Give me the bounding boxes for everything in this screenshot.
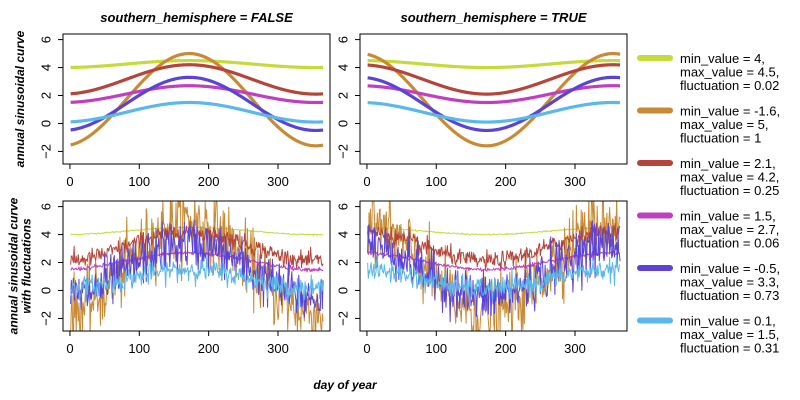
legend-label-3-line-1: max_value = 2.7,: [680, 222, 779, 237]
series-line-0-panel-0-1: [366, 58, 621, 70]
y-axis-title-1-line-0: annual sinusoidal curve: [7, 197, 21, 334]
series-line-5-panel-0-0: [69, 100, 324, 124]
series-line-2-panel-0-1: [366, 63, 621, 96]
legend-label-2-line-2: fluctuation = 0.25: [680, 183, 779, 198]
legend-label-2-line-0: min_value = 2.1,: [680, 156, 776, 171]
x-tick-label-200-panel-1-1: 200: [495, 341, 517, 356]
x-tick-label-200-panel-1-0: 200: [198, 341, 220, 356]
legend-label-5-line-0: min_value = 0.1,: [680, 314, 776, 329]
y-tick-label--2-panel-0-1: −2: [336, 144, 351, 159]
y-tick-label-0-panel-0-1: 0: [336, 120, 351, 127]
y-axis-title-0-line-0: annual sinusoidal curve: [13, 30, 27, 167]
x-axis-title: day of year: [313, 378, 378, 392]
y-tick-label-6-panel-1-1: 6: [336, 203, 351, 210]
legend-label-3-line-0: min_value = 1.5,: [680, 209, 776, 224]
x-tick-label-200-panel-0-1: 200: [495, 174, 517, 189]
x-tick-label-300-panel-1-1: 300: [564, 341, 586, 356]
y-tick-label--2-panel-1-0: −2: [39, 311, 54, 326]
series-line-3-panel-1-0: [70, 250, 324, 273]
legend-label-0-line-0: min_value = 4,: [680, 51, 765, 66]
y-tick-label-0-panel-1-1: 0: [336, 287, 351, 294]
x-tick-label-0-panel-1-0: 0: [66, 341, 73, 356]
legend-label-3-line-2: fluctuation = 0.06: [680, 236, 779, 251]
y-tick-label-0-panel-1-0: 0: [39, 287, 54, 294]
series-line-1-panel-1-1: [367, 201, 621, 331]
y-tick-label-4-panel-0-1: 4: [336, 64, 351, 71]
panel-frame-0-1: [359, 33, 628, 165]
legend-label-0-line-1: max_value = 4.5,: [680, 65, 779, 80]
series-line-3-panel-0-1: [366, 84, 621, 105]
y-tick-label-0-panel-0-0: 0: [39, 120, 54, 127]
x-tick-label-200-panel-0-0: 200: [198, 174, 220, 189]
y-tick-label--2-panel-1-1: −2: [336, 311, 351, 326]
series-line-4-panel-0-1: [366, 75, 621, 133]
series-line-5-panel-1-1: [367, 255, 621, 302]
x-tick-label-0-panel-0-0: 0: [66, 174, 73, 189]
legend-label-0-line-2: fluctuation = 0.02: [680, 78, 779, 93]
y-tick-label-4-panel-1-1: 4: [336, 231, 351, 238]
legend-label-5-line-1: max_value = 1.5,: [680, 327, 779, 342]
y-tick-label-6-panel-0-0: 6: [39, 36, 54, 43]
x-tick-label-0-panel-0-1: 0: [363, 174, 370, 189]
y-tick-label-6-panel-1-0: 6: [39, 203, 54, 210]
x-tick-label-300-panel-0-0: 300: [267, 174, 289, 189]
legend-label-5-line-2: fluctuation = 0.31: [680, 341, 779, 356]
x-tick-label-100-panel-1-0: 100: [128, 341, 150, 356]
legend-label-1-line-2: fluctuation = 1: [680, 131, 761, 146]
series-line-0-panel-0-0: [69, 58, 324, 70]
x-tick-label-100-panel-0-0: 100: [128, 174, 150, 189]
y-tick-label-4-panel-1-0: 4: [39, 231, 54, 238]
legend-label-4-line-0: min_value = -0.5,: [680, 261, 780, 276]
legend-label-1-line-0: min_value = -1.6,: [680, 104, 780, 119]
x-tick-label-100-panel-0-1: 100: [425, 174, 447, 189]
x-tick-label-100-panel-1-1: 100: [425, 341, 447, 356]
column-title-1: southern_hemisphere = TRUE: [400, 10, 586, 25]
y-tick-label--2-panel-0-0: −2: [39, 144, 54, 159]
y-tick-label-2-panel-1-0: 2: [39, 259, 54, 266]
series-line-2-panel-0-0: [69, 63, 324, 96]
series-line-5-panel-0-1: [366, 100, 621, 124]
x-tick-label-300-panel-1-0: 300: [267, 341, 289, 356]
panel-frame-0-0: [62, 33, 331, 165]
x-tick-label-0-panel-1-1: 0: [363, 341, 370, 356]
y-tick-label-4-panel-0-0: 4: [39, 64, 54, 71]
y-axis-title-1-line-1: with fluctuations: [20, 218, 34, 314]
y-tick-label-2-panel-0-0: 2: [39, 92, 54, 99]
series-line-5-panel-1-0: [70, 257, 324, 310]
legend-label-4-line-2: fluctuation = 0.73: [680, 288, 779, 303]
column-title-0: southern_hemisphere = FALSE: [100, 10, 293, 25]
panel-frame-1-1: [359, 200, 628, 332]
legend-label-1-line-1: max_value = 5,: [680, 117, 769, 132]
y-tick-label-6-panel-0-1: 6: [336, 36, 351, 43]
series-line-3-panel-0-0: [69, 84, 324, 105]
panel-frame-1-0: [62, 200, 331, 332]
y-tick-label-2-panel-0-1: 2: [336, 92, 351, 99]
series-line-4-panel-0-0: [69, 75, 324, 133]
legend-label-4-line-1: max_value = 3.3,: [680, 275, 779, 290]
x-tick-label-300-panel-0-1: 300: [564, 174, 586, 189]
legend-label-2-line-1: max_value = 4.2,: [680, 170, 779, 185]
y-tick-label-2-panel-1-1: 2: [336, 259, 351, 266]
